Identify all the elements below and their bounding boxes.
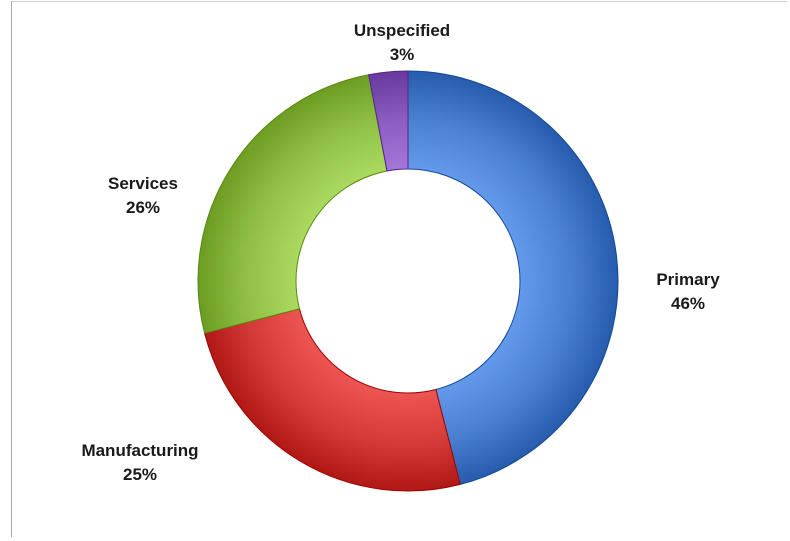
label-primary-name: Primary [656,270,720,289]
chart-area: Primary 46% Manufacturing 25% Services 26% Uns… [11,1,787,537]
donut-chart: Primary 46% Manufacturing 25% Services 26% Uns… [81,21,720,492]
slice-services [197,74,388,334]
label-services-name: Services [108,174,178,193]
slice-manufacturing [203,308,461,492]
label-services-percent: 26% [126,198,160,217]
data-labels: Primary 46% Manufacturing 25% Services 26% Uns… [81,21,720,484]
label-manufacturing-name: Manufacturing [81,441,198,460]
label-manufacturing-percent: 25% [123,465,157,484]
label-primary-percent: 46% [671,294,705,313]
slice-unspecified [368,70,409,172]
slice-primary [407,70,619,486]
donut-slices [197,70,619,492]
label-unspecified-percent: 3% [390,45,415,64]
label-unspecified-name: Unspecified [354,21,450,40]
